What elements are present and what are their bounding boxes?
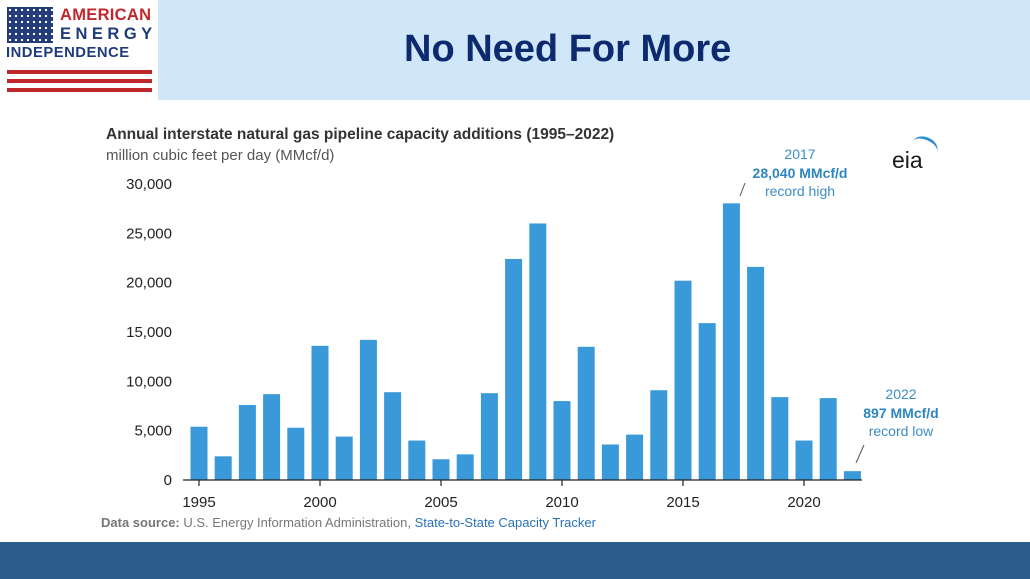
brand-line-1: AMERICAN: [60, 6, 152, 24]
bar-2004: [408, 440, 426, 480]
x-tick-label: 2000: [303, 494, 336, 511]
annotation-record-low: 2022 897 MMcf/d record low: [846, 385, 956, 441]
bar-2015: [674, 280, 692, 480]
annotation-high-note: record high: [764, 183, 836, 199]
bar-1997: [238, 405, 256, 480]
annotation-high-year: 2017: [784, 146, 816, 162]
bar-2008: [505, 258, 523, 480]
bar-1996: [214, 456, 232, 480]
bar-2016: [698, 323, 716, 480]
chart-subtitle: million cubic feet per day (MMcf/d): [106, 147, 335, 164]
bar-2003: [384, 392, 402, 480]
bar-2009: [529, 223, 547, 480]
y-tick-label: 25,000: [126, 225, 172, 242]
x-tick-label: 2020: [787, 494, 820, 511]
brand-stripe: [7, 70, 152, 74]
bar-2018: [747, 266, 765, 480]
chart-title: Annual interstate natural gas pipeline c…: [106, 126, 615, 143]
bar-2020: [795, 440, 813, 480]
source-label: Data source:: [101, 515, 180, 530]
bar-1999: [287, 427, 305, 480]
bar-2021: [819, 398, 837, 480]
data-source-note: Data source: U.S. Energy Information Adm…: [101, 515, 596, 530]
y-tick-label: 20,000: [126, 275, 172, 292]
brand-stripe: [7, 88, 152, 92]
bar-2006: [456, 454, 474, 480]
annotation-leader-low: [855, 444, 865, 464]
y-axis: 0 5,000 10,000 15,000 20,000 25,000 30,000: [126, 176, 172, 489]
bar-1998: [263, 394, 281, 480]
footer-bar: [0, 542, 1030, 579]
bar-2011: [577, 346, 595, 480]
bar-2002: [359, 339, 377, 480]
brand-logo: AMERICAN ENERGY INDEPENDENCE: [0, 0, 158, 100]
bar-2012: [601, 444, 619, 480]
annotation-high-value: 28,040 MMcf/d: [752, 164, 848, 181]
bar-2013: [626, 434, 644, 480]
x-tick-label: 1995: [182, 494, 215, 511]
bar-1995: [190, 426, 208, 480]
source-text: U.S. Energy Information Administration,: [179, 515, 415, 530]
y-tick-label: 15,000: [126, 324, 172, 341]
header-bar: AMERICAN ENERGY INDEPENDENCE No Need For…: [0, 0, 1030, 100]
y-tick-label: 30,000: [126, 176, 172, 193]
page-title: No Need For More: [404, 28, 732, 70]
annotation-leader-high: [739, 182, 746, 197]
y-tick-label: 5,000: [134, 423, 172, 440]
annotation-record-high: 2017 28,040 MMcf/d record high: [740, 145, 860, 201]
bar-2007: [480, 393, 498, 480]
source-link[interactable]: State-to-State Capacity Tracker: [414, 515, 596, 530]
brand-line-3: INDEPENDENCE: [6, 45, 130, 61]
brand-line-2: ENERGY: [60, 25, 157, 43]
annotation-low-year: 2022: [885, 386, 917, 402]
bar-2022: [843, 471, 861, 480]
x-tick-label: 2015: [666, 494, 699, 511]
x-tick-label: 2005: [424, 494, 457, 511]
brand-stripe: [7, 79, 152, 83]
bar-2001: [335, 436, 353, 480]
bar-2005: [432, 459, 450, 480]
x-tick-label: 2010: [545, 494, 578, 511]
annotation-low-value: 897 MMcf/d: [863, 404, 939, 421]
y-tick-label: 0: [164, 472, 172, 489]
bar-series: [190, 203, 861, 480]
y-tick-label: 10,000: [126, 373, 172, 390]
bar-2019: [771, 397, 789, 480]
flag-icon: [7, 7, 53, 43]
bar-2014: [650, 390, 668, 480]
bar-2000: [311, 345, 329, 480]
annotation-low-note: record low: [868, 423, 934, 439]
x-axis: 1995 2000 2005 2010 2015 2020: [182, 479, 862, 511]
bar-2017: [722, 203, 740, 480]
bar-2010: [553, 401, 571, 480]
eia-logo: eia: [892, 147, 923, 173]
